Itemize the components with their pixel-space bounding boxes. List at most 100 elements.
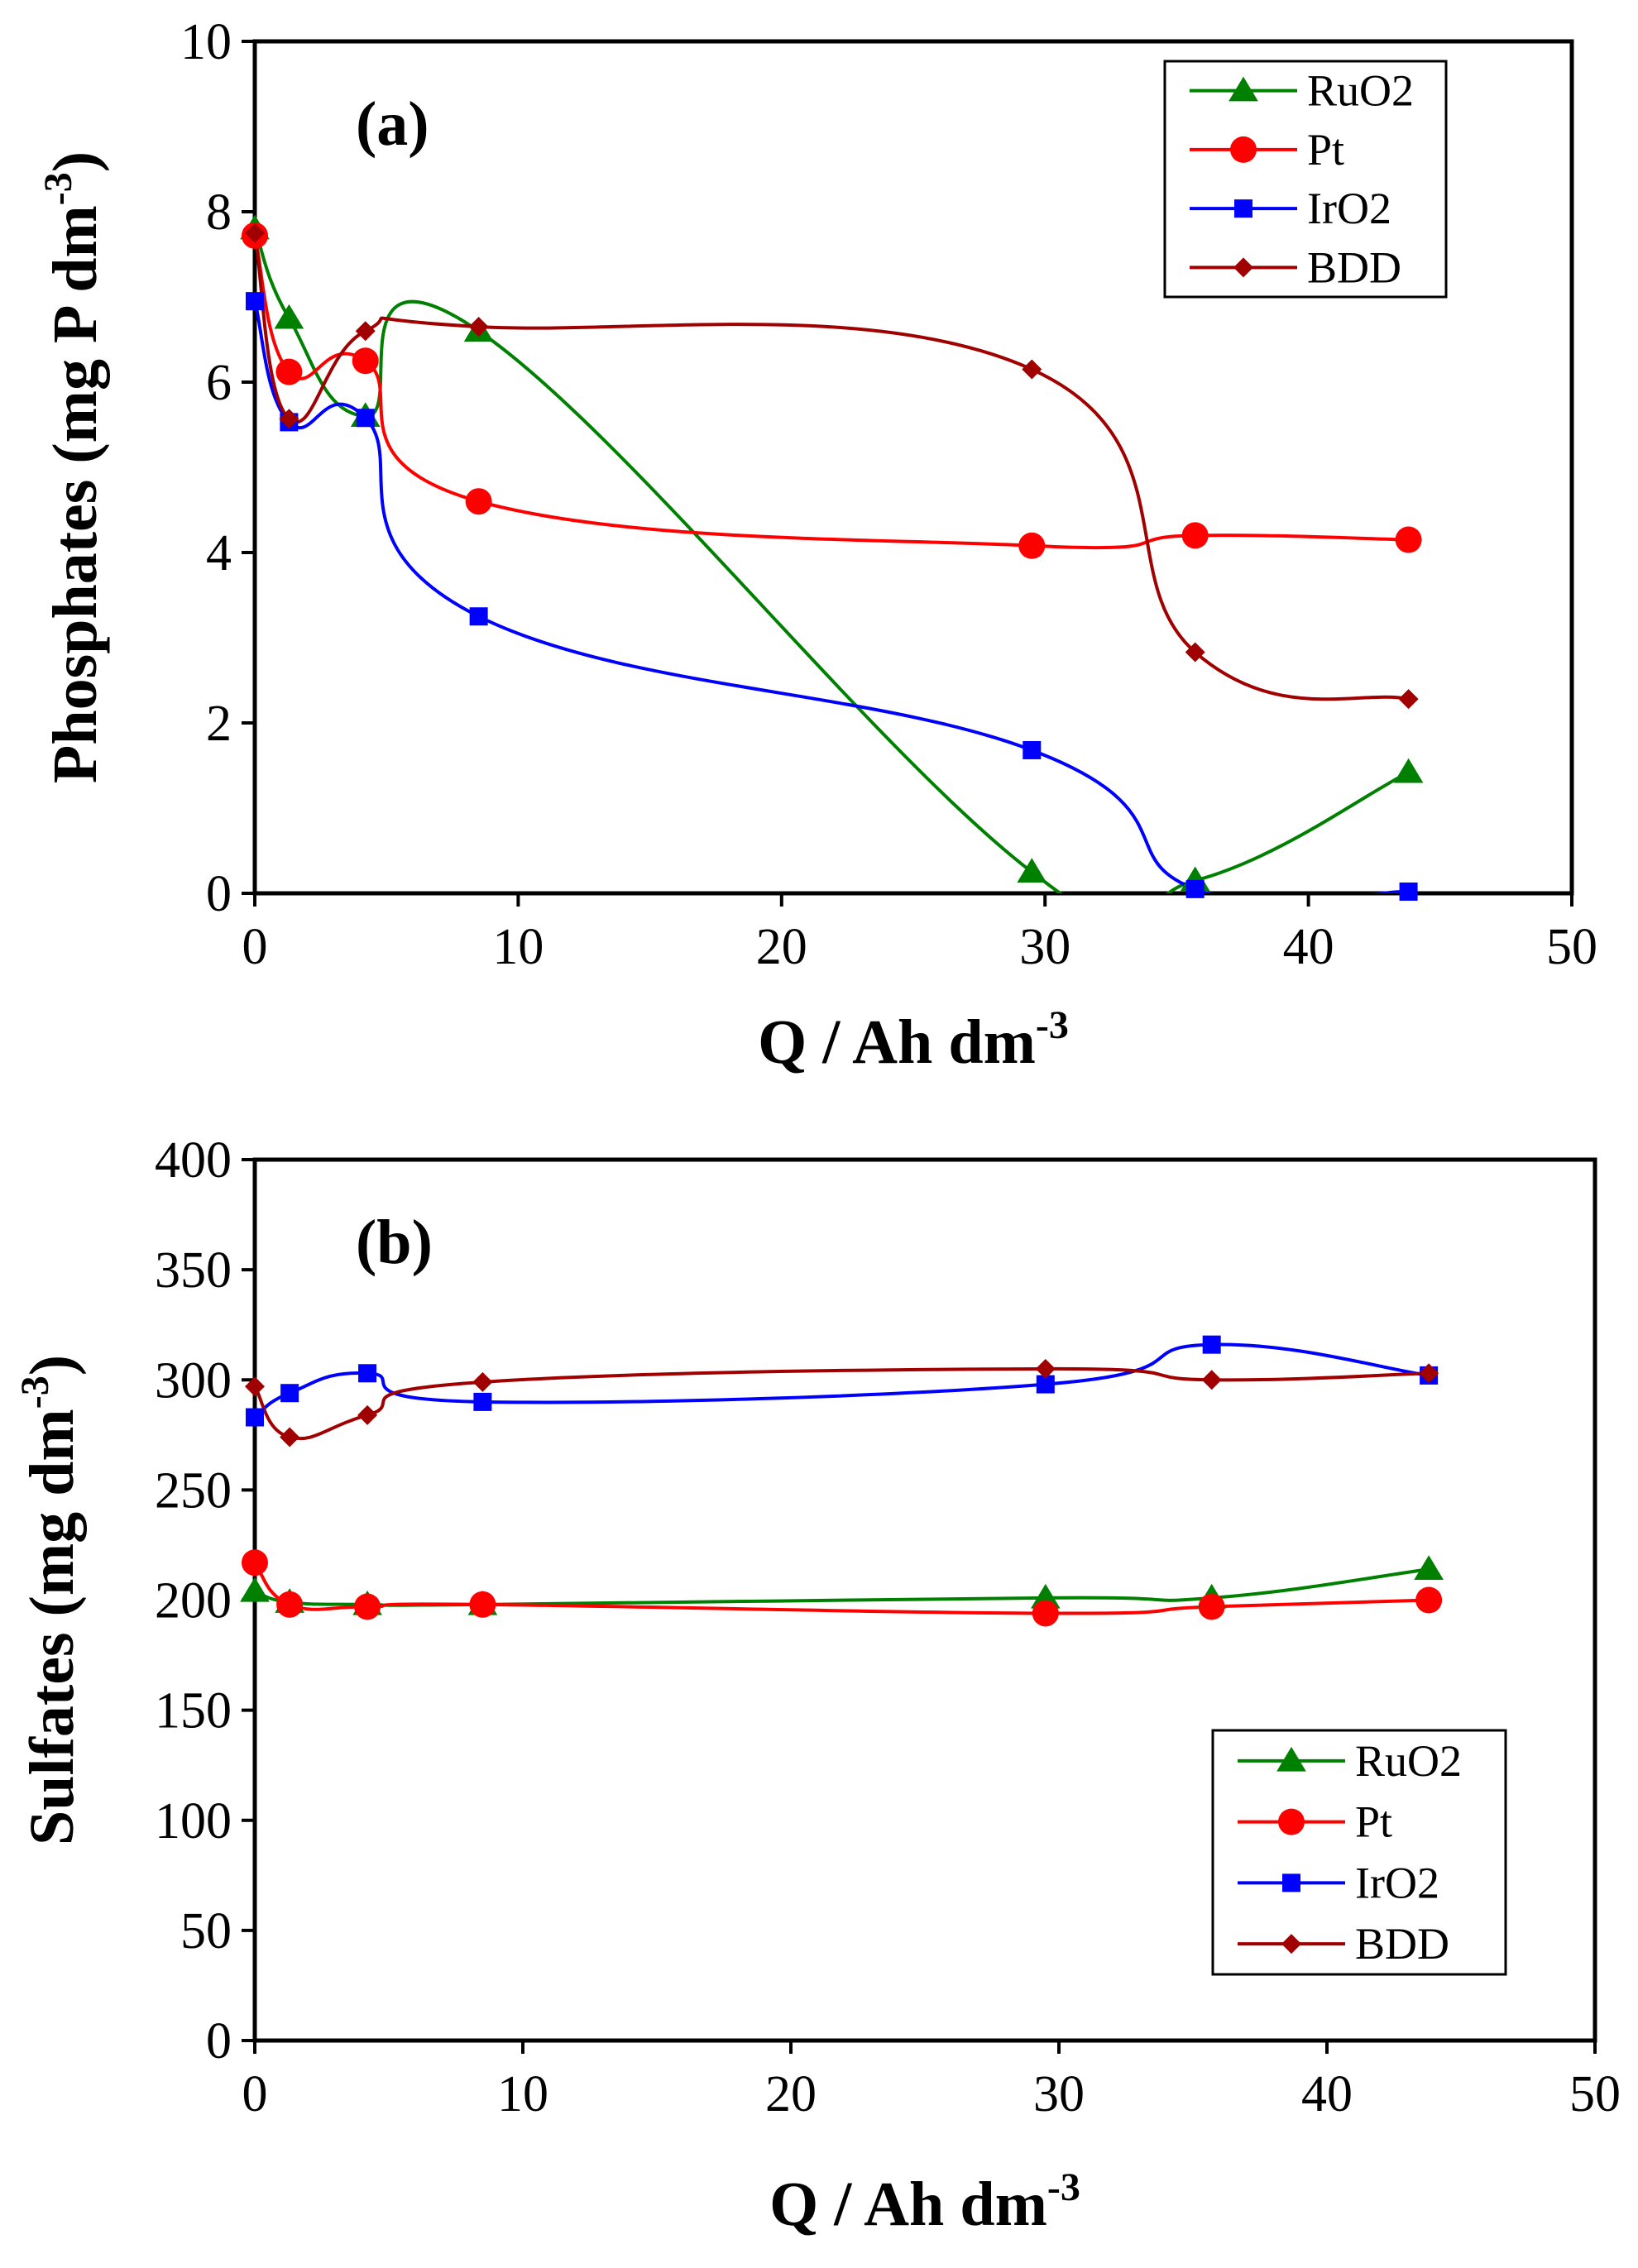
legend-label-bdd: BDD <box>1355 1919 1449 1969</box>
legend-marker-ruo2 <box>1276 1746 1306 1772</box>
y-tick-label: 4 <box>206 525 232 581</box>
legend-marker-pt <box>1278 1808 1305 1835</box>
data-point-pt <box>275 358 303 385</box>
data-point-pt <box>469 1591 496 1618</box>
panel-a-phosphates-chart: 0 10 20 30 40 50 0 2 4 6 8 10 Q / Ah dm-3 Phosphates … <box>36 14 1597 1077</box>
data-point-bdd <box>1035 1358 1056 1379</box>
data-point-pt <box>352 347 379 375</box>
y-tick-label: 10 <box>180 14 232 70</box>
legend-box <box>1163 60 1448 299</box>
data-point-ruo2 <box>1414 1555 1444 1580</box>
data-point-pt <box>465 488 492 515</box>
data-point-iro2 <box>358 1364 377 1383</box>
data-point-ruo2 <box>274 304 304 329</box>
legend-label-iro2: IrO2 <box>1355 1858 1439 1907</box>
data-point-iro2 <box>356 409 375 428</box>
data-point-bdd <box>472 1371 493 1392</box>
data-point-bdd <box>468 317 489 337</box>
data-point-bdd <box>1398 689 1419 710</box>
legend: RuO2 Pt IrO2 BDD <box>1211 1729 1507 1976</box>
panel-label: (b) <box>356 1208 433 1277</box>
x-tick-label: 10 <box>492 919 544 975</box>
data-point-bdd <box>245 1376 265 1397</box>
data-point-ruo2 <box>240 1577 270 1602</box>
data-point-iro2 <box>1036 1375 1055 1394</box>
series-line-pt <box>255 1561 1430 1615</box>
y-tick-label: 150 <box>155 1683 232 1739</box>
data-point-bdd <box>1201 1370 1222 1390</box>
x-tick-label: 10 <box>497 2066 548 2122</box>
data-point-bdd <box>355 321 376 342</box>
y-tick-label: 300 <box>155 1352 232 1409</box>
x-axis-title: Q / Ah dm-3 <box>769 2165 1080 2239</box>
data-point-pt <box>1181 522 1209 549</box>
x-axis-title: Q / Ah dm-3 <box>758 1003 1069 1077</box>
legend: RuO2 Pt IrO2 BDD <box>1163 60 1448 299</box>
x-tick-label: 50 <box>1546 919 1597 975</box>
legend-marker-bdd <box>1281 1934 1301 1955</box>
series-line-bdd <box>255 1366 1430 1441</box>
legend-marker-iro2 <box>1282 1873 1300 1892</box>
panel-b-sulfates-chart: 0 10 20 30 40 50 0 50 100 150 200 250 300 350 400 Q / A… <box>13 1132 1621 2239</box>
plot-series-group <box>255 227 1410 893</box>
data-point-pt <box>1415 1586 1443 1614</box>
data-point-bdd <box>245 222 265 243</box>
plot-markers-group <box>240 214 1424 901</box>
legend-label-ruo2: RuO2 <box>1355 1736 1462 1786</box>
data-point-ruo2 <box>1030 1583 1061 1609</box>
x-tick-label: 30 <box>1019 919 1070 975</box>
data-point-iro2 <box>246 292 264 311</box>
data-point-iro2 <box>1202 1335 1221 1354</box>
legend-marker-iro2 <box>1234 199 1252 218</box>
data-point-bdd <box>1185 642 1205 663</box>
y-tick-label: 350 <box>155 1242 232 1299</box>
data-point-iro2 <box>246 1408 264 1427</box>
series-line-iro2 <box>255 300 1409 893</box>
y-tick-label: 8 <box>206 184 232 241</box>
data-point-bdd <box>357 1404 378 1425</box>
x-tick-label: 30 <box>1033 2066 1085 2122</box>
legend-marker-bdd <box>1233 257 1253 278</box>
data-point-pt <box>1395 526 1422 553</box>
plot-area-frame <box>252 39 1574 896</box>
y-tick-label: 2 <box>206 696 232 752</box>
x-tick-label: 20 <box>765 2066 817 2122</box>
y-tick-label: 200 <box>155 1573 232 1629</box>
series-line-bdd <box>255 232 1410 701</box>
series-line-ruo2 <box>255 1567 1430 1607</box>
data-point-iro2 <box>473 1392 492 1411</box>
y-tick-label: 6 <box>206 355 232 411</box>
legend-label-ruo2: RuO2 <box>1307 66 1414 116</box>
x-tick-label: 50 <box>1569 2066 1621 2122</box>
data-point-iro2 <box>280 1384 299 1403</box>
data-point-ruo2 <box>1393 758 1424 783</box>
data-point-pt <box>354 1593 381 1620</box>
legend-box <box>1211 1729 1507 1976</box>
y-axis-title: Sulfates (mg dm-3) <box>13 1355 87 1845</box>
legend-label-pt: Pt <box>1355 1797 1392 1847</box>
data-point-bdd <box>280 1427 300 1447</box>
data-point-pt <box>1032 1600 1059 1627</box>
series-line-ruo2 <box>255 227 1410 893</box>
plot-series-group <box>255 1342 1430 1615</box>
y-tick-label: 400 <box>155 1132 232 1189</box>
data-point-pt <box>1018 532 1046 559</box>
legend-marker-pt <box>1230 136 1257 163</box>
legend-label-iro2: IrO2 <box>1307 184 1391 233</box>
data-point-iro2 <box>1023 740 1042 759</box>
y-tick-label: 50 <box>180 1903 232 1959</box>
data-point-pt <box>242 1549 268 1577</box>
x-tick-label: 40 <box>1301 2066 1353 2122</box>
y-tick-label: 0 <box>206 2013 232 2069</box>
plot-markers-group <box>240 1335 1444 1627</box>
data-point-pt <box>1198 1593 1225 1620</box>
data-point-bdd <box>279 409 299 429</box>
y-tick-label: 100 <box>155 1793 232 1849</box>
y-tick-label: 250 <box>155 1462 232 1519</box>
y-tick-label: 0 <box>206 866 232 922</box>
data-point-bdd <box>1419 1363 1439 1384</box>
data-point-ruo2 <box>1017 858 1047 883</box>
x-tick-label: 0 <box>242 919 268 975</box>
legend-marker-ruo2 <box>1228 76 1258 102</box>
